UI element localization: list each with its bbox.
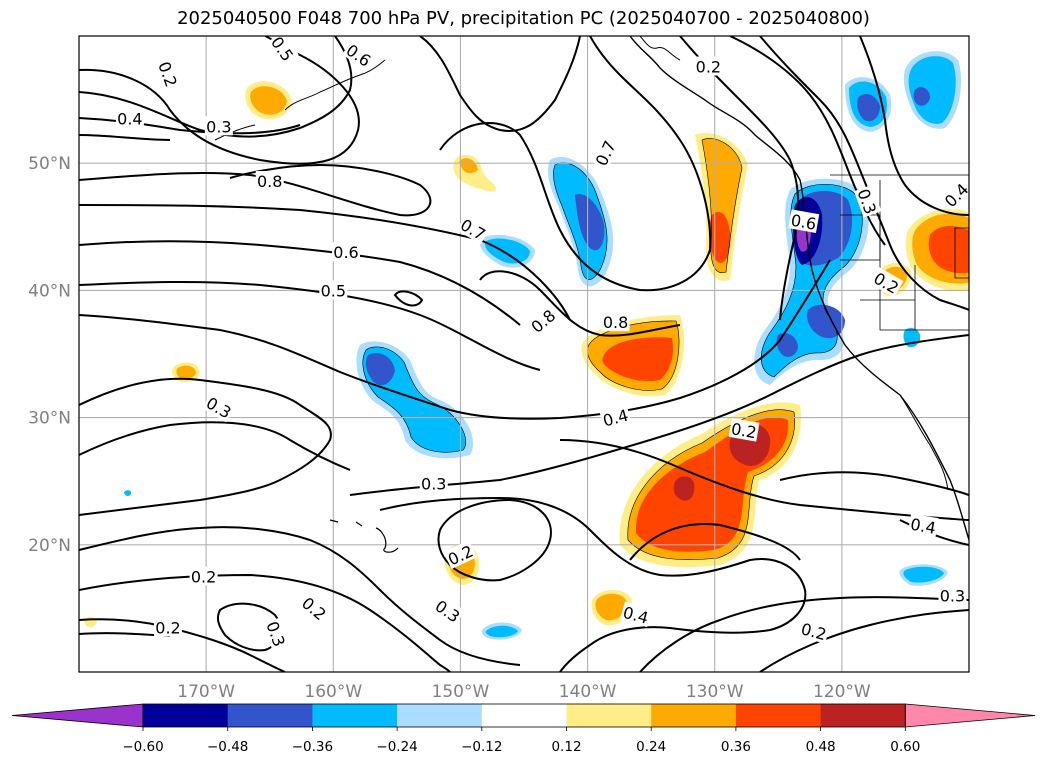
lon-tick-label: 120°W — [813, 682, 871, 702]
pv-contour-0.2 — [79, 36, 360, 165]
contour-label-text: 0.8 — [603, 313, 628, 332]
pv-contour-0.7 — [79, 204, 571, 321]
contour-label-text: 0.8 — [257, 172, 282, 191]
colorbar-tick-label: −0.12 — [461, 739, 502, 755]
colorbar-tick-label: 0.24 — [636, 739, 666, 755]
lon-tick-label: 130°W — [686, 682, 744, 702]
colorbar-tick-label: 0.60 — [890, 739, 920, 755]
pv-contour-0.4 — [79, 259, 831, 420]
contour-label: 0.2 — [694, 56, 723, 77]
colorbar-tick-labels: −0.60 −0.48 −0.36 −0.24 −0.12 0.12 0.24 0.36 0.4… — [122, 727, 920, 755]
pv-contour-0.4 — [779, 471, 969, 496]
pv-contour-0.8 — [479, 270, 681, 337]
pv-contour-0.3 — [379, 496, 807, 672]
colorbar-tick-label: 0.48 — [806, 739, 836, 755]
colorbar-segment — [227, 704, 313, 727]
lon-tick-label: 160°W — [304, 682, 362, 702]
pv-contour-0.8 — [393, 290, 424, 307]
pv-contour-0.4 — [79, 117, 301, 135]
colorbar-segment — [566, 704, 652, 727]
pv-contour-0.8 — [439, 36, 712, 292]
pv-contours — [79, 36, 969, 672]
contour-label: 0.5 — [319, 280, 348, 300]
contour-label-text: 0.5 — [321, 281, 346, 300]
pv-contour-0.8 — [79, 163, 432, 217]
map-plot-area: 0.20.5 0.60.4 0.30.80.70.60.50.70.20.60.3 0… — [79, 36, 969, 672]
lon-tick-label: 140°W — [559, 682, 617, 702]
colorbar-extend-high — [904, 703, 1036, 728]
colorbar-extend-low — [11, 703, 144, 728]
pv-contour-0.4 — [859, 36, 969, 216]
pv-contour-0.3 — [629, 523, 801, 561]
coastlines — [214, 36, 969, 553]
contour-label: 0.4 — [115, 108, 144, 129]
pv-contour-0.6 — [679, 36, 800, 321]
contour-label-text: 0.6 — [789, 211, 817, 234]
contour-label-text: 0.3 — [421, 475, 446, 494]
pv-contour-0.3 — [79, 377, 332, 516]
contour-label-text: 0.6 — [333, 243, 358, 262]
contour-label: 0.8 — [255, 171, 284, 191]
contour-label-text: 0.4 — [909, 515, 937, 538]
contour-label: 0.6 — [788, 209, 820, 234]
contour-label-text: 0.3 — [940, 587, 965, 606]
lat-tick-label: 20°N — [28, 536, 71, 556]
contour-label-text: 0.4 — [117, 110, 142, 129]
colorbar-tick-label: −0.24 — [376, 739, 417, 755]
pv-contour-0.3 — [79, 421, 351, 471]
pv-contour-0.3 — [79, 134, 171, 141]
pv-contour-0.4 — [559, 439, 969, 521]
lat-tick-label: 30°N — [28, 409, 71, 429]
colorbar-tick-label: 0.12 — [551, 739, 581, 755]
pv-contour-0.2 — [79, 573, 451, 672]
map-frame — [78, 35, 970, 673]
contour-label: 0.8 — [601, 312, 630, 332]
contour-label-text: 0.2 — [696, 58, 721, 77]
colorbar-tick-label: −0.60 — [122, 739, 163, 755]
contour-label: 0.2 — [189, 566, 218, 587]
pv-contour-0.3 — [349, 334, 969, 496]
pv-contour-0.2 — [759, 609, 969, 672]
contour-label-text: 0.2 — [191, 568, 216, 587]
contour-label-text: 0.2 — [730, 419, 758, 442]
contour-label: 0.4 — [907, 513, 939, 538]
contour-label: 0.3 — [938, 585, 967, 606]
pv-contour-0.3 — [79, 36, 353, 138]
colorbar-segment — [397, 704, 483, 727]
lon-tick-label: 170°W — [177, 682, 235, 702]
colorbar-tick-label: 0.36 — [721, 739, 751, 755]
colorbar-tick-label: −0.36 — [292, 739, 333, 755]
colorbar — [11, 703, 1036, 728]
pv-contour-0.3 — [79, 618, 286, 672]
colorbar-tick-label: −0.48 — [207, 739, 248, 755]
contour-label: 0.2 — [154, 617, 182, 637]
pv-contour-0.6 — [79, 240, 521, 326]
figure-title: 2025040500 F048 700 hPa PV, precipitatio… — [177, 8, 870, 29]
pv-contour-0.4 — [639, 596, 969, 672]
colorbar-segment — [651, 704, 737, 727]
lat-tick-label: 40°N — [28, 281, 71, 301]
contour-label: 0.3 — [419, 473, 448, 494]
colorbar-segment — [481, 704, 567, 727]
latitude-tick-labels: 50°N 40°N 30°N 20°N — [28, 154, 71, 556]
pv-contour-0.2 — [79, 526, 521, 666]
contour-label: 0.2 — [728, 418, 760, 442]
longitude-tick-labels: 170°W 160°W 150°W 140°W 130°W 120°W — [177, 682, 871, 702]
contour-label: 0.6 — [332, 242, 360, 262]
pv-contour-0.7 — [419, 36, 581, 132]
pv-contour-0.3 — [216, 602, 282, 652]
colorbar-segment — [735, 704, 822, 727]
contour-label-text: 0.3 — [206, 117, 231, 136]
lat-tick-label: 50°N — [28, 154, 71, 174]
colorbar-segment — [312, 704, 398, 727]
colorbar-segment — [143, 704, 229, 727]
contour-label-text: 0.2 — [155, 618, 180, 637]
colorbar-segment — [820, 704, 906, 727]
contour-label: 0.3 — [204, 116, 233, 136]
lon-tick-label: 150°W — [432, 682, 490, 702]
